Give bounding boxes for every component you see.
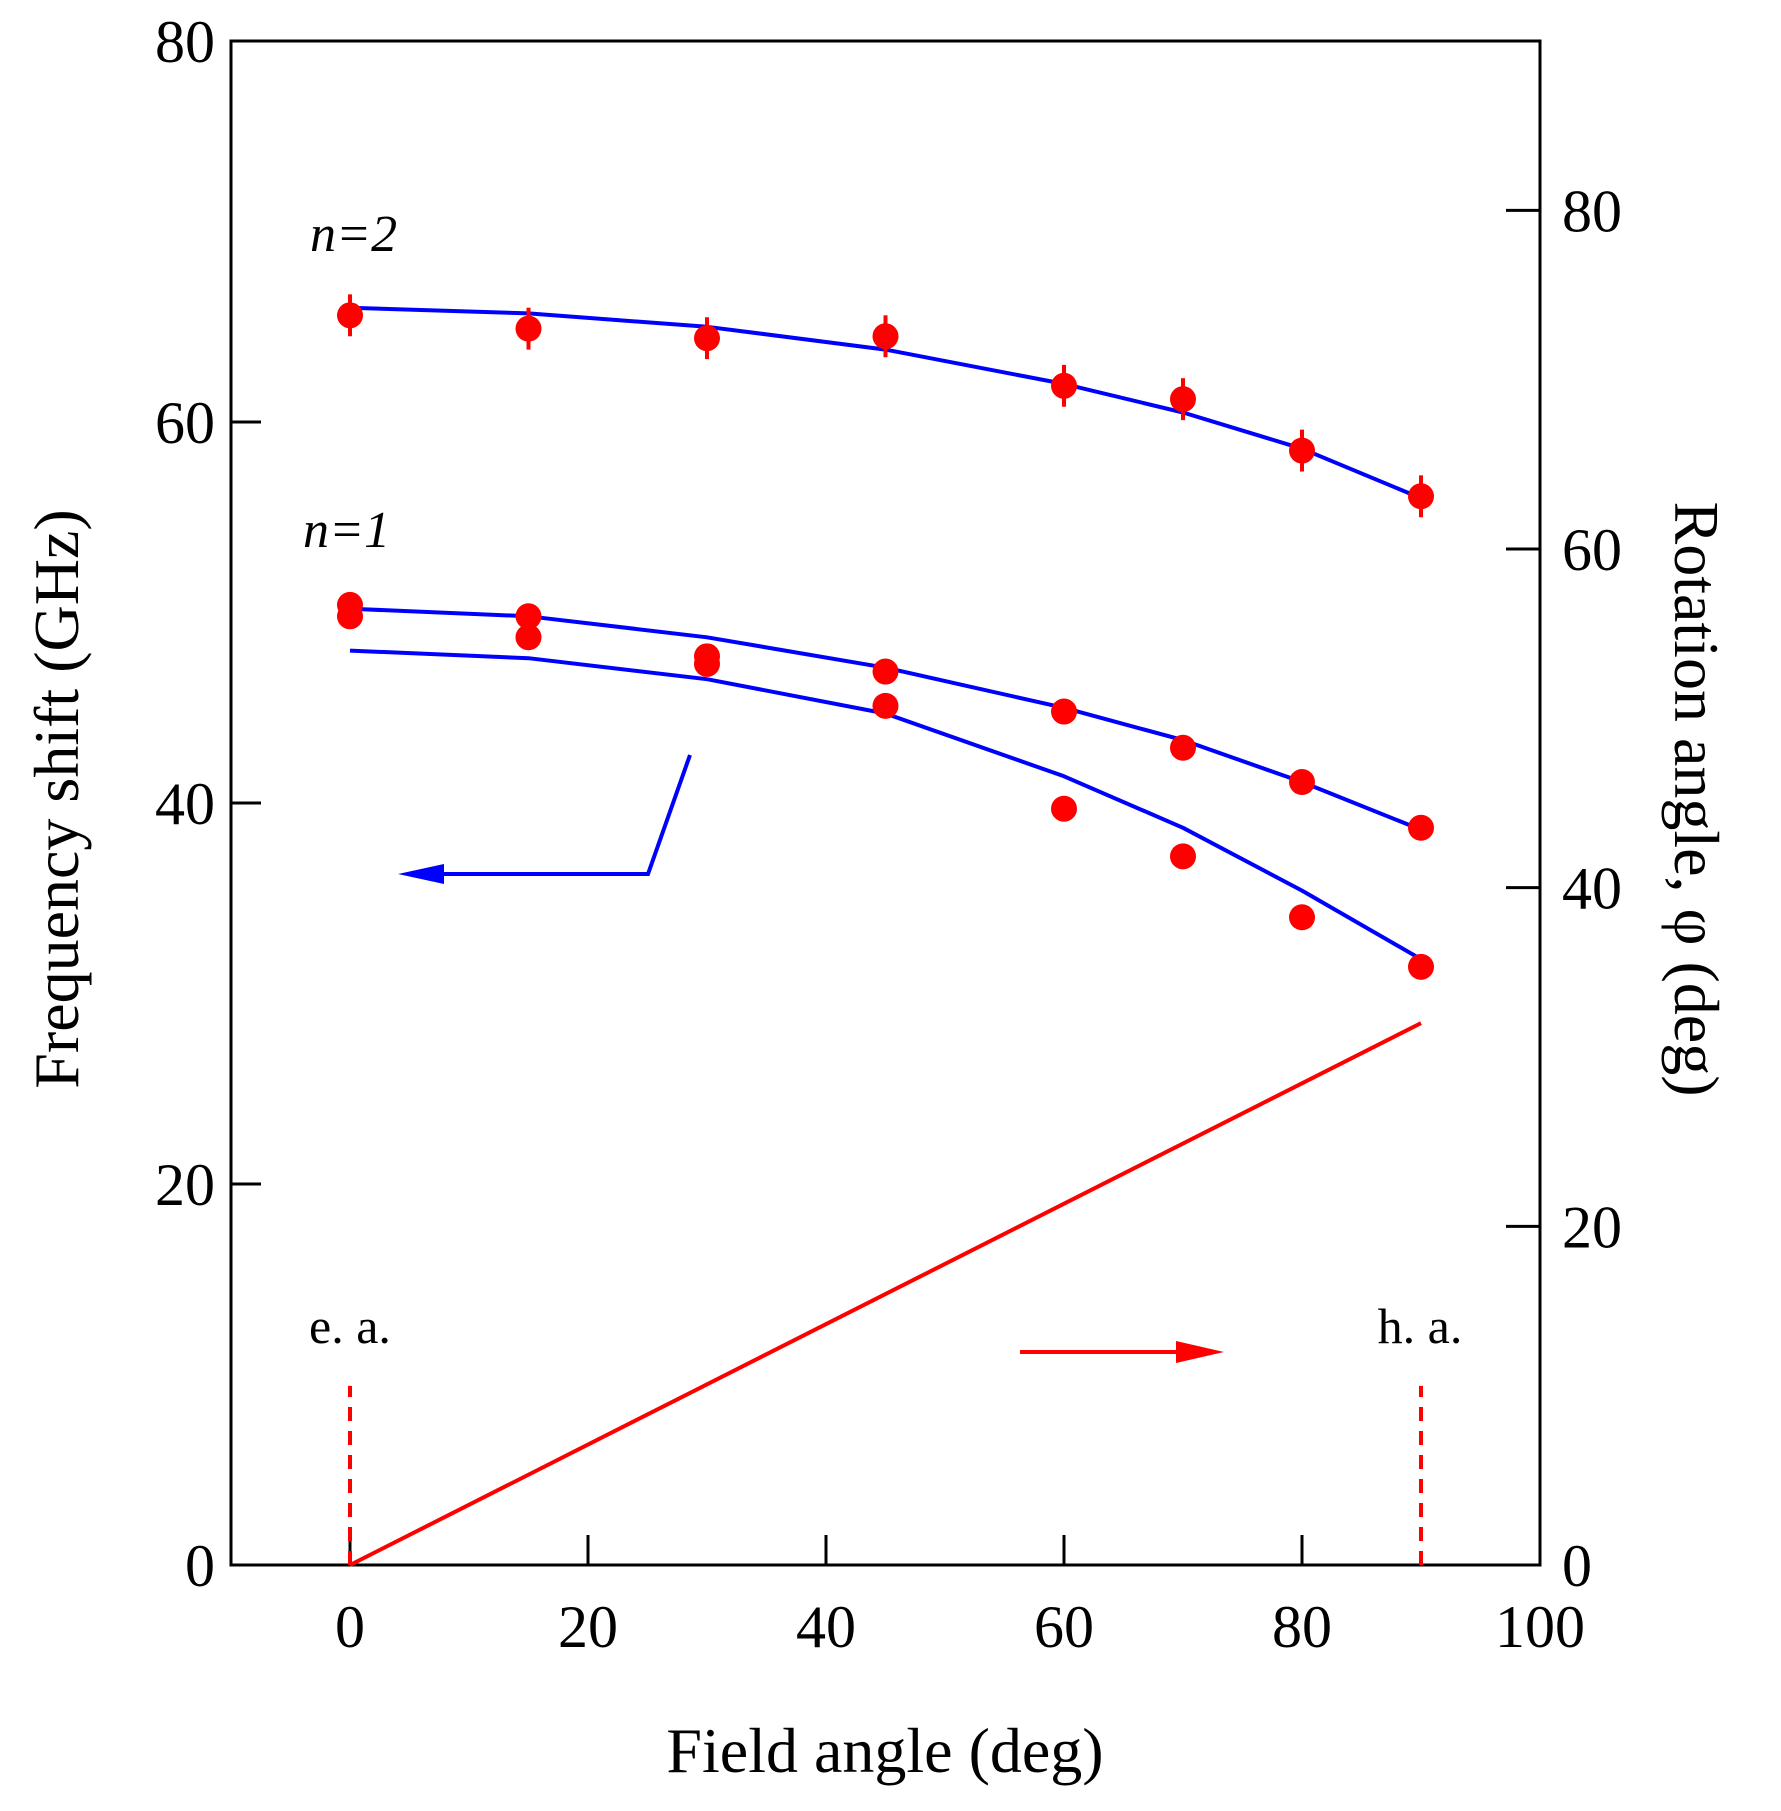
easy-axis-label: e. a. <box>309 1298 391 1354</box>
data-point <box>1051 372 1077 399</box>
left-axis-arrow-line <box>420 754 692 876</box>
y2-tick-label: 0 <box>1562 1533 1592 1599</box>
x-tick-label: 80 <box>1272 1594 1332 1660</box>
data-point <box>872 692 899 719</box>
data-point <box>694 325 720 352</box>
data-point <box>1170 734 1196 761</box>
annotations <box>348 754 1423 1565</box>
data-point <box>694 650 720 677</box>
data-point <box>515 603 542 630</box>
data-point <box>1289 437 1315 464</box>
y-tick-label: 40 <box>155 771 215 837</box>
fit-curve <box>349 648 1422 961</box>
x-axis-title: Field angle (deg) <box>666 1715 1103 1786</box>
y-tick-label: 0 <box>185 1533 215 1599</box>
x-tick-label: 0 <box>335 1594 365 1660</box>
y2-tick-label: 40 <box>1562 856 1622 922</box>
data-point <box>1170 386 1196 413</box>
x-tick-label: 60 <box>1034 1594 1094 1660</box>
data-point <box>1170 843 1196 870</box>
y2-axis-title: Rotation angle, φ (deg) <box>1661 502 1732 1097</box>
n1-label: n=1 <box>303 502 390 559</box>
y-tick-label: 60 <box>155 390 215 456</box>
right-axis-arrow-head <box>1176 1341 1224 1363</box>
plot-frame <box>229 39 1542 1567</box>
data-point <box>1289 769 1315 796</box>
data-point <box>1408 814 1434 841</box>
data-point <box>515 315 542 342</box>
data-point <box>337 603 363 630</box>
data-points <box>337 294 1434 980</box>
n2-label: n=2 <box>310 206 397 263</box>
fit-curve <box>349 606 1422 832</box>
y2-tick-label: 20 <box>1562 1194 1622 1260</box>
rotation-angle-line <box>349 1021 1422 1567</box>
x-tick-label: 40 <box>796 1594 856 1660</box>
data-point <box>1408 953 1434 980</box>
data-point <box>1051 698 1077 725</box>
data-point <box>1408 483 1434 510</box>
data-point <box>1289 904 1315 931</box>
data-point <box>872 323 899 350</box>
data-point <box>515 624 542 651</box>
data-point <box>872 658 899 685</box>
fit-curve <box>349 305 1422 501</box>
x-tick-label: 100 <box>1495 1594 1585 1660</box>
y2-tick-label: 60 <box>1562 517 1622 583</box>
y-tick-label: 20 <box>155 1152 215 1218</box>
y-tick-label: 80 <box>155 9 215 75</box>
left-axis-arrow-head <box>398 864 444 884</box>
x-tick-label: 20 <box>558 1594 618 1660</box>
data-point <box>1051 795 1077 822</box>
fit-curves <box>349 305 1422 1567</box>
hard-axis-label: h. a. <box>1378 1298 1463 1354</box>
y2-tick-label: 80 <box>1562 178 1622 244</box>
data-point <box>337 302 363 329</box>
plot-border <box>229 39 1542 1567</box>
y-axis-title: Frequency shift (GHz) <box>21 509 92 1088</box>
